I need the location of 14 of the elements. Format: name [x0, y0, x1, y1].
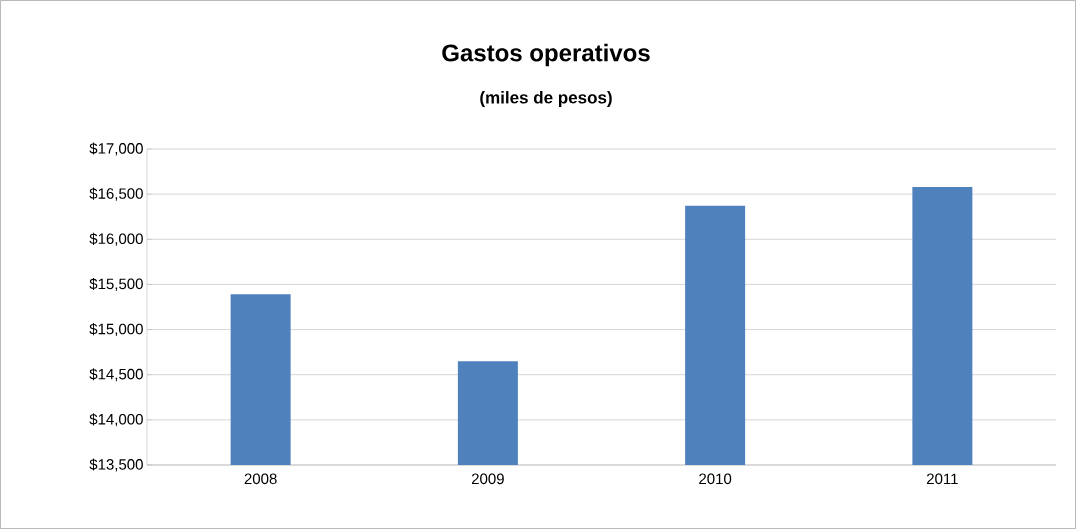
y-tick-label: $14,000 [89, 413, 143, 427]
y-tick-label: $16,500 [89, 187, 143, 201]
y-tick-label: $17,000 [89, 142, 143, 156]
y-tick-label: $15,500 [89, 277, 143, 291]
chart-subtitle: (miles de pesos) [480, 91, 612, 107]
y-tick-label: $13,500 [89, 458, 143, 472]
y-tick-label: $16,000 [89, 232, 143, 246]
y-tick-label: $14,500 [89, 368, 143, 382]
x-tick-label: 2011 [927, 473, 958, 485]
x-tick-label: 2008 [244, 473, 277, 485]
y-tick-label: $15,000 [89, 323, 143, 337]
x-tick-label: 2010 [699, 473, 732, 485]
chart-title: Gastos operativos [442, 43, 650, 67]
x-tick-label: 2009 [471, 473, 504, 485]
